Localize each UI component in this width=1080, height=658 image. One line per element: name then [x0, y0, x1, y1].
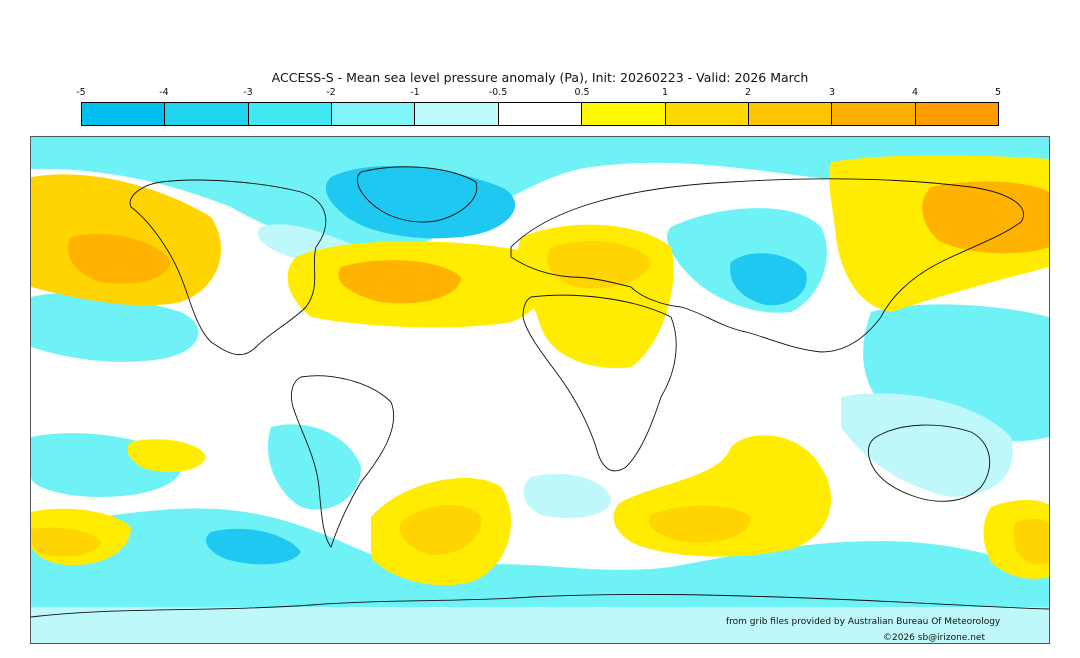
coastline-antarctica [31, 593, 1049, 618]
australia-low [841, 393, 1013, 497]
colorbar-tick: -2 [326, 87, 336, 98]
south-pacific-west-core [31, 527, 101, 557]
coastline-australia [867, 424, 991, 502]
south-indian-high-core [648, 505, 751, 543]
colorbar-swatch [415, 103, 499, 125]
colorbar-tick: 2 [744, 87, 752, 98]
colorbar-tick: 3 [828, 87, 836, 98]
north-atlantic-high-core [338, 260, 461, 304]
world-map [30, 136, 1050, 644]
anomaly-field [31, 137, 1049, 643]
colorbar-swatch [832, 103, 916, 125]
europe-high-core [547, 241, 651, 289]
colorbar [81, 102, 999, 126]
south-america-east-low [267, 424, 361, 510]
negative-anomaly-regions [31, 137, 1049, 643]
copyright-credit: ©2026 sb@irizone.net [883, 633, 985, 643]
coastline-greenland [357, 166, 478, 223]
coastline-eurasia [510, 178, 1024, 353]
colorbar-tick: -4 [159, 87, 169, 98]
greenland-low [325, 166, 516, 239]
north-pacific-high-core [67, 233, 171, 284]
colorbar-swatch [665, 103, 749, 125]
east-pacific-low [31, 292, 199, 362]
coastlines [31, 166, 1049, 618]
mid-pacific-small-high [127, 439, 206, 472]
coastline-africa [522, 294, 677, 472]
colorbar-tick: 1 [661, 87, 669, 98]
south-atlantic-high-core [399, 505, 482, 555]
map-title: ACCESS-S - Mean sea level pressure anoma… [271, 70, 809, 85]
coastline-south-america [290, 375, 395, 548]
colorbar-swatch [582, 103, 666, 125]
coastline-north-america [129, 179, 327, 356]
colorbar-swatch [332, 103, 416, 125]
source-credit: from grib files provided by Australian B… [726, 617, 1001, 627]
south-atlantic-weak-low [523, 473, 611, 519]
antarctic-weak-low [31, 607, 1049, 643]
colorbar-tick: 4 [911, 87, 919, 98]
colorbar-tick: -1 [410, 87, 420, 98]
colorbar-swatch [748, 103, 833, 125]
central-asia-core [730, 253, 807, 306]
arctic-low-band [31, 137, 1049, 250]
colorbar-swatch [165, 103, 249, 125]
colorbar-tick: 5 [994, 87, 1002, 98]
colorbar-swatch [82, 103, 166, 125]
siberia-pacific-high-core [922, 181, 1049, 254]
colorbar-swatch [915, 103, 998, 125]
southern-ocean-core [206, 528, 301, 565]
colorbar-tick: 0.5 [574, 87, 590, 98]
colorbar-tick: -0.5 [488, 87, 508, 98]
colorbar-swatch [248, 103, 333, 125]
positive-anomaly-regions [31, 155, 1049, 586]
colorbar-tick: -5 [76, 87, 86, 98]
colorbar-tick-labels: -5 -4 -3 -2 -1 -0.5 0.5 1 2 3 4 5 [0, 87, 1080, 99]
colorbar-swatch [498, 103, 583, 125]
colorbar-tick: -3 [243, 87, 253, 98]
south-pacific-east-core [1013, 519, 1049, 564]
